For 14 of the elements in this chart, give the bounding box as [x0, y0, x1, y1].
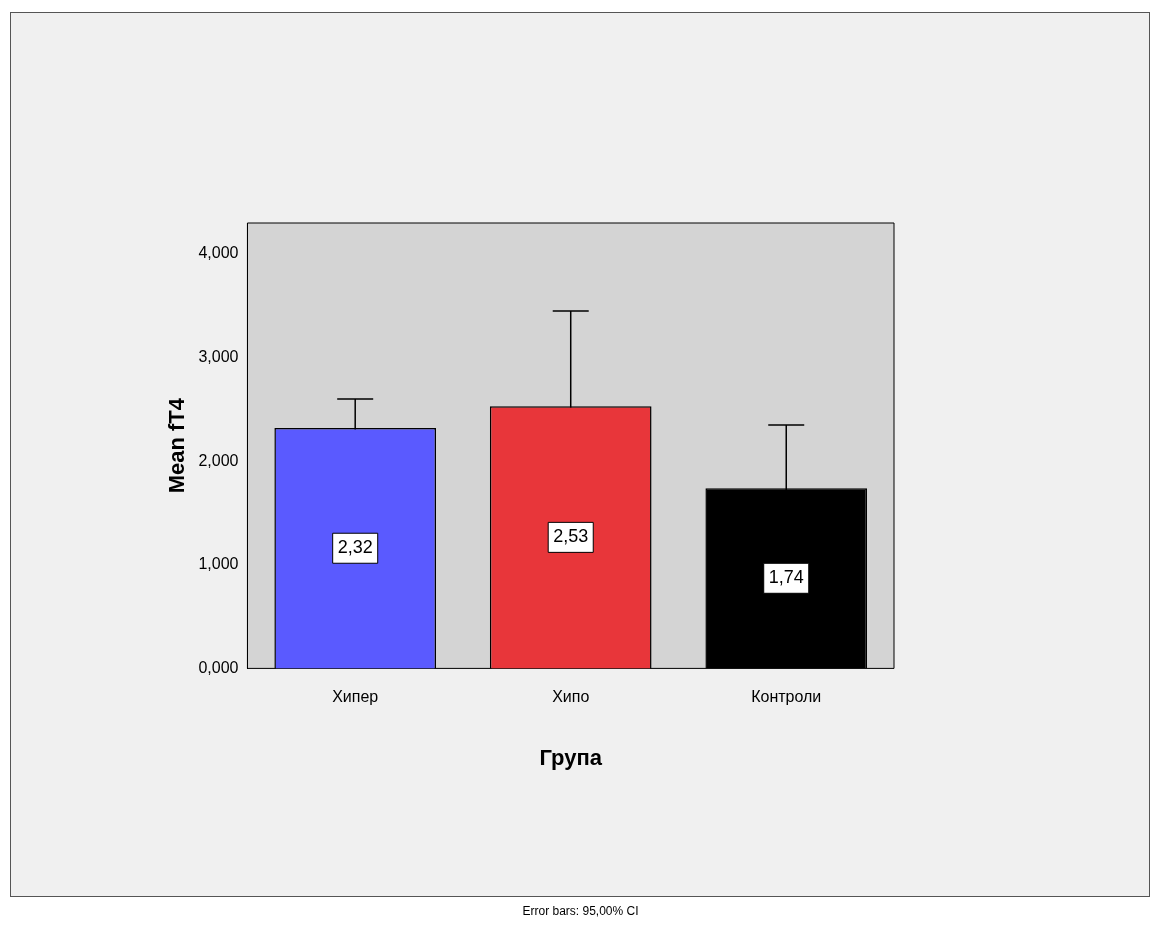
x-tick-label: Контроли — [751, 688, 822, 706]
text: Error bars: 95,00% CI — [521, 904, 640, 918]
y-tick-label: 1,000 — [198, 555, 239, 573]
x-axis-title: Група — [539, 744, 603, 770]
y-tick-label: 4,000 — [198, 244, 239, 262]
data-label: 2,32 — [337, 537, 373, 558]
data-label: 2,53 — [553, 526, 589, 547]
y-tick-label: 3,000 — [198, 348, 239, 366]
y-axis-title: Mean fT4 — [164, 397, 190, 494]
y-tick-label: 0,000 — [198, 658, 239, 676]
x-tick-label: Хипер — [332, 688, 379, 706]
data-label: 1,74 — [768, 567, 804, 588]
y-tick-label: 2,000 — [198, 451, 239, 469]
x-tick-label: Хипо — [552, 688, 590, 706]
